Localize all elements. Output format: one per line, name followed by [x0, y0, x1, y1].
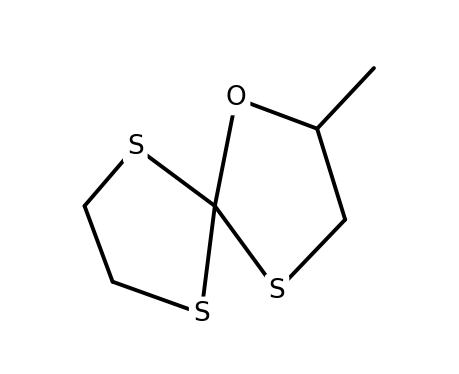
Text: O: O: [225, 85, 246, 111]
Text: S: S: [192, 301, 209, 327]
Text: S: S: [268, 278, 285, 304]
Text: S: S: [127, 134, 143, 160]
